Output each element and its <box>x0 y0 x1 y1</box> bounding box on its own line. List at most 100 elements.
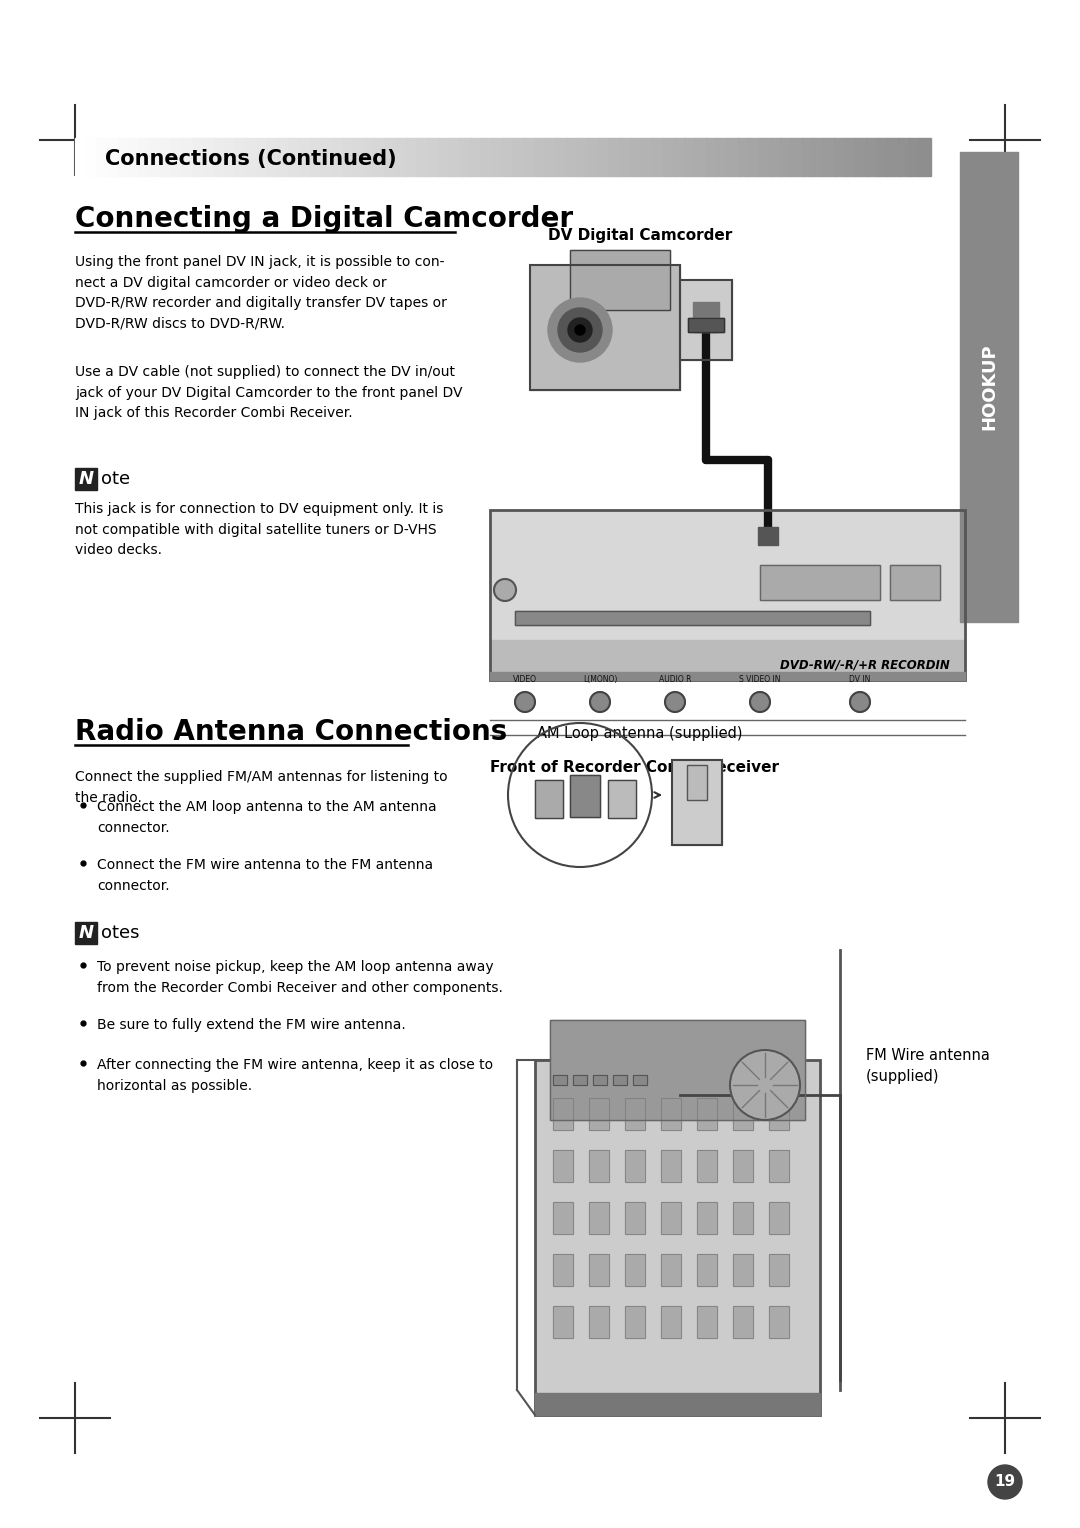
Bar <box>553 1254 573 1287</box>
Bar <box>770 138 781 176</box>
Bar <box>342 138 354 176</box>
Circle shape <box>730 1050 800 1120</box>
Bar <box>553 1076 567 1085</box>
Bar <box>759 138 771 176</box>
Text: 19: 19 <box>995 1475 1015 1490</box>
Bar <box>589 1254 609 1287</box>
Bar <box>573 1076 588 1085</box>
Bar <box>697 1099 717 1131</box>
Circle shape <box>494 579 516 601</box>
Bar <box>593 1076 607 1085</box>
Bar <box>570 251 670 310</box>
Bar <box>688 318 724 332</box>
Bar <box>502 138 514 176</box>
Bar <box>661 1254 681 1287</box>
Bar <box>353 138 365 176</box>
Bar <box>589 1203 609 1235</box>
Bar <box>697 1203 717 1235</box>
Bar <box>733 1203 753 1235</box>
Bar <box>769 1151 789 1183</box>
Bar <box>633 1076 647 1085</box>
Bar <box>769 1151 789 1183</box>
Bar <box>663 138 675 176</box>
Text: FM Wire antenna
(supplied): FM Wire antenna (supplied) <box>866 1048 990 1083</box>
Text: Radio Antenna Connections: Radio Antenna Connections <box>75 718 508 746</box>
Bar <box>661 1306 681 1339</box>
Circle shape <box>590 692 610 712</box>
Bar <box>661 1203 681 1235</box>
Bar <box>608 779 636 817</box>
Bar <box>589 1099 609 1131</box>
Bar <box>758 527 778 545</box>
Bar <box>438 138 450 176</box>
Bar <box>769 1254 789 1287</box>
Bar <box>760 565 880 601</box>
Bar <box>460 138 472 176</box>
Bar <box>85 138 97 176</box>
Bar <box>75 138 86 176</box>
Bar <box>417 138 429 176</box>
Bar <box>375 138 386 176</box>
Text: Using the front panel DV IN jack, it is possible to con-
nect a DV digital camco: Using the front panel DV IN jack, it is … <box>75 255 447 330</box>
Bar <box>589 1151 609 1183</box>
Bar <box>589 1151 609 1183</box>
Bar <box>834 138 846 176</box>
Bar <box>769 1203 789 1235</box>
Text: To prevent noise pickup, keep the AM loop antenna away
from the Recorder Combi R: To prevent noise pickup, keep the AM loo… <box>97 960 503 995</box>
Bar <box>960 151 1018 622</box>
Bar <box>139 138 151 176</box>
Bar <box>553 1076 567 1085</box>
Bar <box>908 138 920 176</box>
Bar <box>406 138 418 176</box>
Bar <box>733 1306 753 1339</box>
Text: N: N <box>79 924 94 941</box>
Text: VIDEO: VIDEO <box>513 675 537 685</box>
Bar <box>748 138 760 176</box>
Bar <box>738 138 750 176</box>
Bar <box>203 138 215 176</box>
Circle shape <box>568 318 592 342</box>
Bar <box>642 138 653 176</box>
Bar <box>570 251 670 310</box>
Text: After connecting the FM wire antenna, keep it as close to
horizontal as possible: After connecting the FM wire antenna, ke… <box>97 1057 494 1093</box>
Bar <box>278 138 289 176</box>
Bar <box>172 138 183 176</box>
Bar <box>75 921 97 944</box>
Bar <box>688 318 724 332</box>
Bar <box>490 672 966 680</box>
Bar <box>693 303 719 318</box>
Bar <box>321 138 333 176</box>
Text: DV
IN/OUT: DV IN/OUT <box>690 309 721 329</box>
Bar <box>661 1254 681 1287</box>
Text: DV Digital Camcorder: DV Digital Camcorder <box>548 228 732 243</box>
Bar <box>513 138 525 176</box>
Bar <box>257 138 268 176</box>
Bar <box>625 1151 645 1183</box>
Bar <box>625 1306 645 1339</box>
Text: Connect the AM loop antenna to the AM antenna
connector.: Connect the AM loop antenna to the AM an… <box>97 801 436 834</box>
Text: DV IN: DV IN <box>849 675 870 685</box>
Bar <box>449 138 461 176</box>
Text: ote: ote <box>102 471 130 487</box>
Circle shape <box>988 1465 1022 1499</box>
Bar <box>733 1099 753 1131</box>
Bar <box>570 775 600 817</box>
Circle shape <box>750 692 770 712</box>
Bar <box>588 138 599 176</box>
Bar <box>481 138 492 176</box>
Bar <box>550 1021 805 1120</box>
Bar <box>553 1099 573 1131</box>
Bar <box>161 138 172 176</box>
Circle shape <box>850 692 870 712</box>
Bar <box>364 138 375 176</box>
Bar <box>733 1203 753 1235</box>
Bar <box>150 138 162 176</box>
Bar <box>919 138 931 176</box>
Bar <box>694 313 718 332</box>
Bar <box>524 138 536 176</box>
Bar <box>697 1254 717 1287</box>
Bar <box>613 1076 627 1085</box>
Bar <box>769 1099 789 1131</box>
Bar <box>625 1099 645 1131</box>
Bar <box>661 1099 681 1131</box>
